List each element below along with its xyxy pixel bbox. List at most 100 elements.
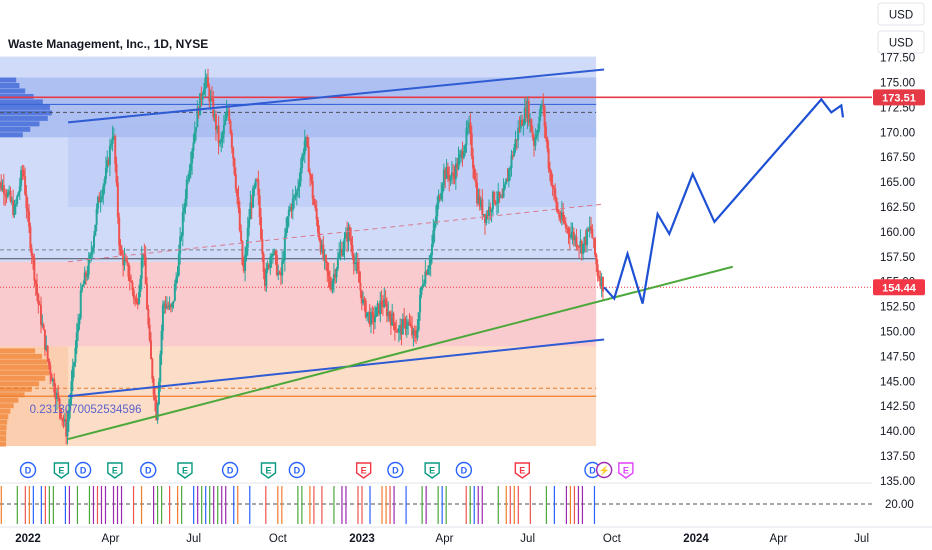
candle-body [22, 170, 25, 177]
candle-body [146, 284, 149, 310]
candle-body [147, 309, 150, 325]
event-letter: E [519, 466, 525, 476]
currency-button-top[interactable]: USD [877, 2, 925, 26]
trendline-channel-bottom[interactable] [67, 338, 605, 398]
event-letter: E [429, 466, 435, 476]
candle-body [572, 231, 575, 241]
candle-body [110, 143, 113, 146]
event-letter: E [58, 466, 64, 476]
candle-body [344, 232, 347, 238]
candle-body [413, 330, 416, 336]
candle-body [441, 184, 444, 193]
candle-body [8, 190, 11, 193]
candle-body [404, 319, 407, 330]
candle-body [452, 172, 455, 176]
candle-body [47, 358, 50, 366]
candle-body [351, 244, 354, 256]
candle-body [26, 208, 29, 212]
candle-body [450, 172, 453, 177]
candle-body [352, 255, 355, 265]
candle-body [293, 195, 296, 199]
candle-body [476, 182, 479, 204]
candle-body [555, 198, 558, 209]
candle-body [241, 240, 244, 265]
candle-body [16, 196, 19, 205]
candle-body [1, 185, 4, 190]
candle-body [538, 116, 541, 130]
event-letter: D [294, 466, 301, 476]
price-axis[interactable]: 135.00 137.50 140.00 142.50 145.00 147.50 150.… [880, 53, 915, 488]
candle-body [205, 77, 208, 79]
time-tick-label: Jul [520, 533, 535, 545]
candle-body [396, 331, 399, 333]
candle-body [535, 133, 538, 138]
candle-body [281, 260, 284, 276]
candle-body [159, 354, 162, 382]
price-tick-label: 175.00 [880, 78, 915, 90]
currency-button-axis[interactable]: USD [877, 30, 925, 54]
candle-body [132, 290, 135, 299]
candle-body [53, 378, 56, 393]
candle-body [415, 335, 418, 338]
candle-body [395, 330, 398, 332]
candle-body [30, 248, 33, 256]
candle-body [313, 198, 316, 205]
candle-body [533, 137, 536, 146]
projection-path[interactable] [603, 97, 845, 304]
candle-body [587, 229, 590, 231]
candle-body [193, 131, 196, 143]
candle-body [473, 168, 476, 180]
candle-body [260, 217, 263, 239]
trendlines[interactable] [67, 68, 733, 441]
candle-body [183, 207, 186, 213]
candle-body [144, 256, 147, 285]
trendline-support[interactable] [67, 265, 733, 441]
candle-body [161, 304, 164, 331]
candle-body [210, 96, 213, 100]
candle-body [261, 238, 264, 255]
time-axis[interactable]: 2022 Apr Jul Oct 2023 Apr Jul Oct 2024 Apr Jul [0, 526, 932, 545]
candle-body [106, 159, 109, 168]
candle-body [74, 347, 77, 363]
candle-body [85, 272, 88, 277]
price-tags: 173.51 154.44 [873, 89, 925, 296]
candle-body [544, 126, 547, 138]
candle-body [445, 166, 448, 179]
volume-profile-bar [0, 353, 43, 359]
candle-body [176, 275, 179, 278]
candle-body [128, 276, 131, 281]
candle-body [136, 303, 139, 305]
event-letter: D [227, 466, 234, 476]
candle-body [481, 199, 484, 215]
candle-body [336, 257, 339, 269]
dividend-marker [221, 461, 239, 479]
trendline-channel-top[interactable] [67, 68, 605, 124]
chart-title: Waste Management, Inc., 1D, NYSE [8, 37, 208, 51]
candle-body [54, 392, 57, 400]
candle-body [301, 155, 304, 169]
candle-body [470, 133, 473, 157]
candle-body [130, 280, 133, 283]
candle-body [290, 206, 293, 211]
candle-body [99, 199, 102, 203]
candle-body [556, 208, 559, 213]
candle-body [461, 151, 464, 158]
candle-body [368, 311, 371, 325]
candle-body [311, 180, 314, 199]
event-markers: D E D E D E D E D E D E D E D ⚡ E [19, 461, 634, 479]
projection-polyline[interactable] [603, 97, 845, 304]
candle-body [299, 168, 302, 182]
candle-body [57, 392, 60, 399]
candle-body [367, 311, 370, 313]
candle-body [123, 258, 126, 266]
volume-profile-bar [0, 104, 50, 110]
candle-body [206, 77, 209, 88]
currency-top-label: USD [889, 10, 913, 22]
candle-body [20, 170, 23, 186]
candle-body [38, 304, 41, 306]
event-letter: D [392, 466, 399, 476]
candle-body [307, 146, 310, 173]
candle-body [226, 110, 229, 112]
candle-body [530, 119, 533, 132]
